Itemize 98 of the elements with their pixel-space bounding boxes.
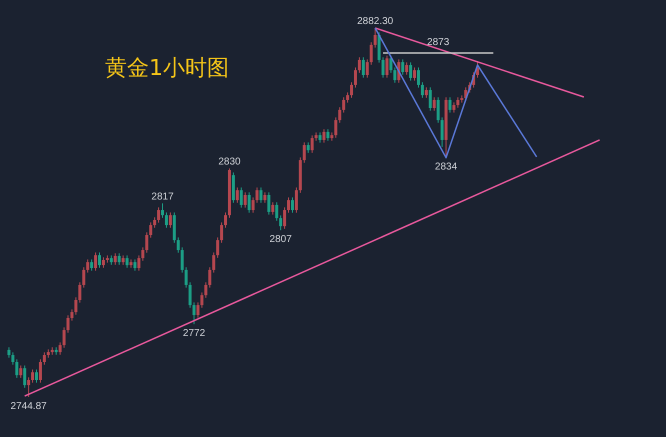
candlestick: [110, 254, 113, 266]
candlestick: [393, 66, 396, 84]
candlestick: [256, 186, 259, 204]
candlestick: [78, 282, 82, 304]
candlestick: [216, 236, 220, 258]
candlestick: [290, 196, 294, 214]
candlestick: [385, 55, 388, 78]
candlestick: [374, 28, 377, 48]
candlestick: [279, 214, 282, 231]
candlestick: [126, 254, 129, 268]
candlestick: [62, 326, 66, 348]
annotation: 2772: [182, 328, 206, 340]
candlestick: [236, 186, 239, 204]
candlestick: [114, 252, 117, 266]
candlestick: [413, 66, 416, 82]
candlestick: [74, 296, 78, 316]
candlestick: [448, 96, 452, 114]
candlestick: [432, 96, 436, 112]
candlestick: [440, 116, 444, 148]
candlestick: [98, 252, 102, 268]
candlestick: [358, 56, 361, 74]
candlestick: [416, 66, 420, 88]
candlestick: [38, 358, 42, 384]
candlestick: [157, 206, 160, 224]
candlestick: [362, 56, 365, 78]
candlestick: [35, 369, 38, 384]
candlestick: [409, 62, 412, 82]
text: 黄金1小时图: [105, 56, 229, 81]
candlestick: [19, 365, 22, 378]
candlestick: [164, 212, 168, 228]
candlestick: [428, 86, 432, 112]
candlestick: [259, 186, 262, 204]
annotation: 2817: [151, 191, 174, 202]
candlestick: [184, 266, 188, 288]
candlestick: [252, 196, 255, 214]
candlestick: [137, 254, 140, 272]
candlestick: [188, 282, 192, 308]
candlestick: [436, 96, 440, 124]
annotation: 2834: [434, 162, 458, 173]
candlestick: [350, 82, 354, 98]
candlestick: [192, 302, 196, 325]
candlestick: [11, 352, 14, 366]
candlestick: [306, 142, 310, 154]
candlestick: [271, 202, 274, 216]
candlestick: [302, 142, 306, 164]
candlestick: [204, 282, 208, 298]
candlestick: [267, 192, 270, 216]
candlestick: [90, 258, 94, 272]
candlestick: [161, 202, 164, 218]
candlestick: [141, 246, 144, 262]
candlestick: [200, 292, 204, 308]
candlestick: [196, 302, 200, 318]
candlestick: [283, 206, 286, 230]
candlestick: [346, 92, 350, 104]
annotation: 2830: [218, 156, 242, 168]
candlestick: [382, 56, 385, 78]
annotation: 2873: [427, 36, 450, 48]
candlestick: [342, 96, 346, 114]
candlestick: [322, 128, 326, 144]
candlestick: [168, 212, 172, 228]
candlestick: [248, 192, 251, 214]
annotation: 2744.87: [10, 401, 48, 412]
candlestick: [122, 254, 125, 266]
candlestick: [220, 222, 224, 244]
candlestick: [133, 258, 136, 272]
candlestick: [23, 365, 26, 388]
candlestick: [7, 346, 10, 358]
candlestick: [42, 352, 46, 366]
candlestick: [15, 358, 18, 378]
candlestick: [240, 186, 243, 208]
candlestick: [275, 202, 278, 222]
candlestick: [452, 102, 456, 114]
candlestick: [456, 96, 460, 108]
annotation: 2807: [270, 234, 292, 246]
candlestick: [318, 132, 322, 144]
candlestick: [66, 314, 70, 334]
candlestick: [294, 186, 298, 214]
candlestick: [420, 82, 424, 98]
candlestick: [287, 196, 290, 214]
candlestick: [354, 66, 357, 88]
candlestick: [401, 58, 404, 76]
candlestick: [118, 252, 121, 266]
candlestick: [31, 369, 34, 384]
candlestick: [102, 256, 105, 268]
candlestick: [244, 192, 247, 208]
candlestick: [94, 252, 98, 272]
candlestick: [27, 376, 30, 398]
candlestick: [153, 216, 156, 228]
candlestick: [224, 212, 228, 228]
candlestick: [424, 86, 428, 98]
annotation: 2882.30: [357, 16, 394, 27]
candlestick: [263, 192, 266, 204]
candlestick: [70, 308, 74, 322]
candlestick: [389, 55, 392, 74]
candlestick: [58, 342, 62, 356]
candlestick: [405, 62, 408, 76]
candlestick: [326, 128, 330, 142]
candlestick: [310, 134, 314, 154]
